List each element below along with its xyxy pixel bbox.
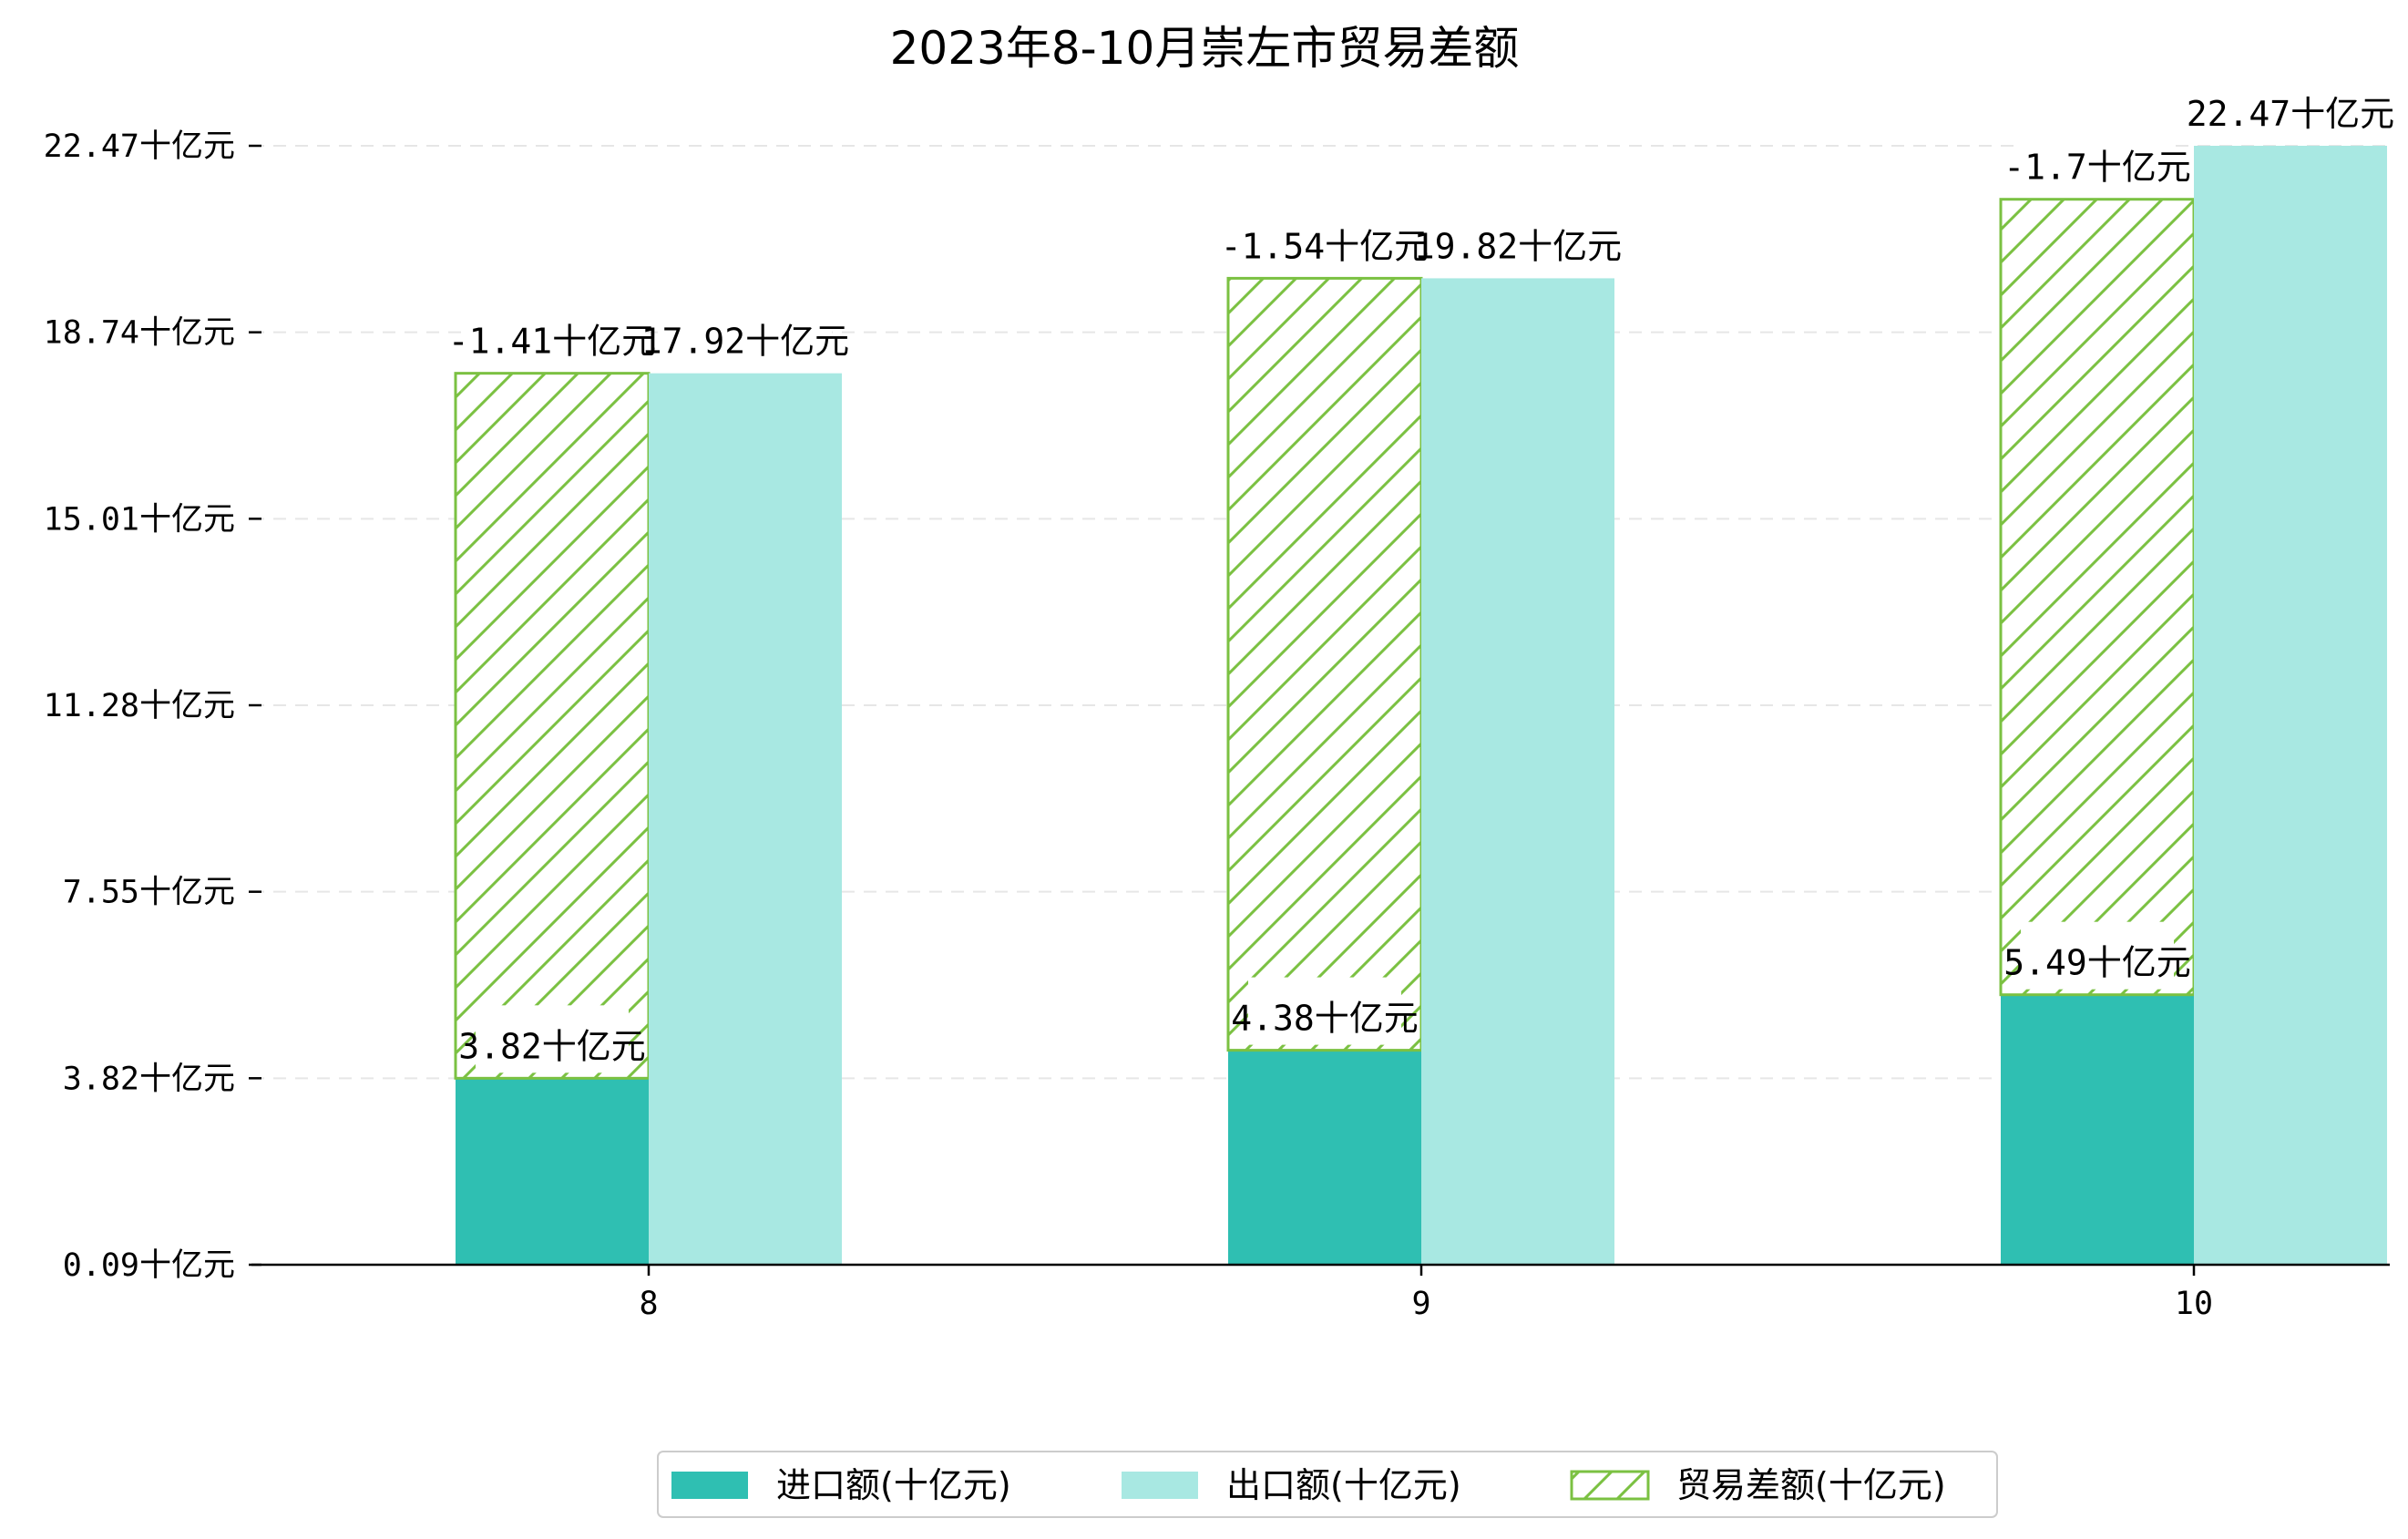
legend-label-balance: 贸易差额(十亿元) xyxy=(1676,1465,1946,1505)
y-tick-label: 15.01十亿元 xyxy=(44,501,235,538)
import-data-label-bg xyxy=(476,1005,629,1073)
balance-data-label-bg xyxy=(2021,126,2174,194)
export-data-label-bg xyxy=(1431,205,1604,273)
x-ticks: 8 9 10 xyxy=(639,1265,2213,1322)
export-data-label-bg xyxy=(2204,73,2377,140)
y-tick-label: 11.28十亿元 xyxy=(44,688,235,724)
trade-balance-bar xyxy=(1226,276,1423,1052)
export-bar xyxy=(649,373,842,1265)
import-data-label-bg xyxy=(1248,977,1401,1045)
export-data-label: 19.82十亿元 xyxy=(1414,226,1622,266)
balance-data-label-bg xyxy=(466,300,639,368)
export-data-label: 17.92十亿元 xyxy=(641,322,849,362)
balance-data-label-bg xyxy=(1238,205,1411,273)
y-tick-label: 3.82十亿元 xyxy=(63,1061,235,1097)
import-data-label-bg xyxy=(2021,921,2174,990)
y-tick-label: 0.09十亿元 xyxy=(63,1247,235,1284)
import-bar xyxy=(456,1078,649,1265)
y-tick-label: 22.47十亿元 xyxy=(44,128,235,165)
x-tick-label: 9 xyxy=(1411,1286,1430,1322)
import-data-label: 3.82十亿元 xyxy=(458,1026,646,1066)
legend: 进口额(十亿元) 出口额(十亿元) 贸易差额(十亿元) xyxy=(657,1451,1998,1518)
legend-label-import: 进口额(十亿元) xyxy=(776,1465,1011,1505)
balance-data-label: -1.41十亿元 xyxy=(448,322,656,362)
legend-swatch-export xyxy=(1122,1472,1198,1499)
import-bar xyxy=(2001,994,2194,1265)
balance-data-label: -1.54十亿元 xyxy=(1221,226,1429,266)
trade-balance-bar xyxy=(1999,198,2196,997)
legend-swatch-balance xyxy=(1570,1470,1650,1501)
export-bar xyxy=(1421,278,1614,1265)
import-data-label: 5.49十亿元 xyxy=(2003,943,2191,983)
export-bar xyxy=(2194,146,2387,1265)
import-data-label: 4.38十亿元 xyxy=(1231,999,1419,1039)
y-tick-label: 18.74十亿元 xyxy=(44,315,235,352)
export-data-label-bg xyxy=(659,300,832,368)
balance-data-label: -1.7十亿元 xyxy=(2003,148,2191,188)
y-ticks: 0.09十亿元 3.82十亿元 7.55十亿元 11.28十亿元 15.01十亿元 18.… xyxy=(44,128,261,1284)
export-data-label: 22.47十亿元 xyxy=(2187,94,2394,134)
import-bar xyxy=(1228,1050,1421,1265)
trade-balance-bar xyxy=(454,372,651,1080)
legend-label-export: 出口额(十亿元) xyxy=(1226,1465,1461,1505)
x-tick-label: 10 xyxy=(2175,1286,2213,1322)
legend-swatch-import xyxy=(671,1472,748,1499)
data-labels: 17.92十亿元-1.41十亿元 3.82十亿元 19.82十亿元-1.54十亿元 4… xyxy=(448,73,2394,1073)
chart-title: 2023年8-10月崇左市贸易差额 xyxy=(890,22,1520,75)
x-tick-label: 8 xyxy=(639,1286,658,1322)
bars xyxy=(454,146,2387,1265)
legend-frame xyxy=(657,1451,1998,1518)
y-tick-label: 7.55十亿元 xyxy=(63,875,235,911)
